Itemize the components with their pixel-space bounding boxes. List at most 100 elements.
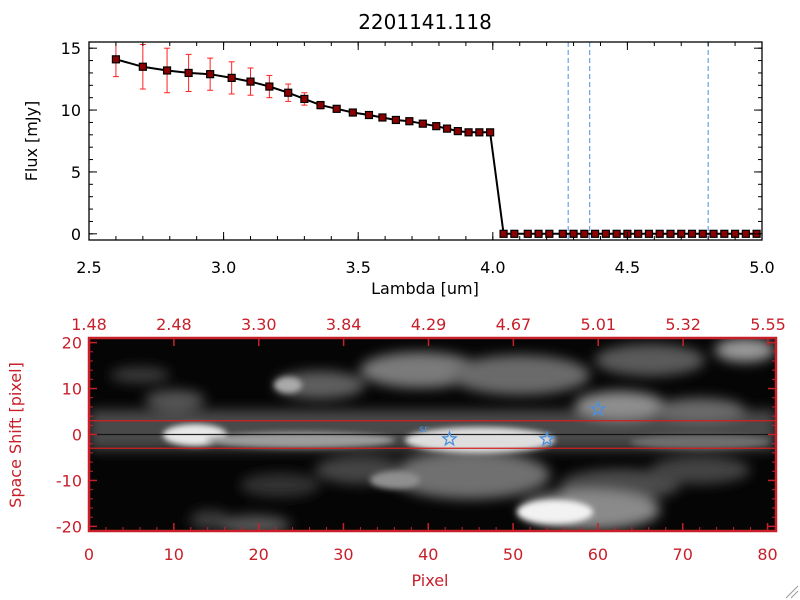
star-marker-icon-2 xyxy=(589,400,607,417)
flux-point-37 xyxy=(644,229,654,238)
flux-y-tick-label-0: 0 xyxy=(71,225,81,244)
flux-point-41 xyxy=(687,229,697,238)
image-top-tick-label-7: 5.32 xyxy=(665,315,701,334)
star-marker-icon-0 xyxy=(441,430,458,447)
flux-y-tick-label-1: 5 xyxy=(71,163,81,182)
flux-point-15 xyxy=(391,115,400,125)
line-markers xyxy=(441,400,607,447)
flux-point-31 xyxy=(580,229,589,238)
image-x-tick-label-5: 50 xyxy=(503,545,523,564)
image-top-tick-label-3: 3.84 xyxy=(326,315,362,334)
flux-point-0 xyxy=(111,55,121,64)
flux-point-17 xyxy=(418,119,427,128)
flux-y-tick-label-3: 15 xyxy=(61,39,81,58)
image-y-tick-label-0: -20 xyxy=(56,517,82,536)
image-y-tick-label-4: 20 xyxy=(62,334,82,353)
image-y-tick-label-3: 10 xyxy=(62,380,82,399)
flux-point-3 xyxy=(184,68,193,78)
image-x-tick-label-0: 0 xyxy=(84,545,94,564)
spectrum-image-panel: sr 0 10 20 30 40 50 60 70 80 1.48 2.48 3.30 3.84 4.2… xyxy=(6,315,786,590)
extraction-lines xyxy=(89,420,776,449)
flux-point-5 xyxy=(227,73,236,82)
image-top-tick-label-1: 2.48 xyxy=(156,315,192,334)
flux-point-46 xyxy=(741,229,750,238)
image-top-wavelength-ticks: 1.48 2.48 3.30 3.84 4.29 4.67 5.01 5.32 5.55 xyxy=(71,315,786,346)
flux-x-tick-label-4: 4.5 xyxy=(615,258,640,277)
flux-plot-frame xyxy=(88,41,763,241)
flux-y-tick-label-2: 10 xyxy=(61,101,81,120)
flux-point-33 xyxy=(601,229,610,238)
image-y-ticks: -20 -10 0 10 20 xyxy=(56,334,776,536)
image-x-tick-label-6: 60 xyxy=(588,545,608,564)
flux-y-axis-label: Flux [mJy] xyxy=(22,101,41,182)
flux-x-ticks: 2.5 3.0 3.5 4.0 4.5 5.0 xyxy=(76,42,775,277)
image-top-tick-label-5: 4.67 xyxy=(496,315,532,334)
flux-point-36 xyxy=(634,229,643,238)
flux-point-14 xyxy=(378,113,387,122)
flux-point-34 xyxy=(612,229,621,238)
image-top-tick-label-4: 4.29 xyxy=(411,315,447,334)
image-y-axis-label: Space Shift [pixel] xyxy=(6,362,25,508)
flux-point-12 xyxy=(348,108,357,117)
image-x-tick-label-1: 10 xyxy=(164,545,184,564)
flux-point-24 xyxy=(499,229,508,238)
flux-point-16 xyxy=(405,117,414,126)
flux-point-23 xyxy=(486,128,495,137)
flux-point-42 xyxy=(698,229,707,238)
flux-line xyxy=(115,58,757,235)
image-top-tick-label-0: 1.48 xyxy=(71,315,107,334)
flux-point-8 xyxy=(284,88,293,97)
flux-point-2 xyxy=(162,66,172,75)
flux-point-4 xyxy=(206,70,215,79)
flux-point-10 xyxy=(316,101,325,110)
flux-point-26 xyxy=(523,229,532,238)
flux-x-axis-label: Lambda [um] xyxy=(371,279,479,298)
star-marker-icon-1 xyxy=(538,430,556,447)
image-top-tick-label-8: 5.55 xyxy=(750,315,786,334)
flux-series xyxy=(111,41,761,238)
flux-point-29 xyxy=(558,229,567,238)
flux-point-39 xyxy=(666,229,675,238)
flux-point-44 xyxy=(720,229,729,238)
image-y-tick-label-1: -10 xyxy=(56,471,82,490)
flux-point-21 xyxy=(464,128,473,137)
flux-x-tick-label-2: 3.5 xyxy=(345,258,370,277)
flux-point-7 xyxy=(265,82,274,91)
flux-point-9 xyxy=(300,94,309,104)
resize-grip-icon[interactable] xyxy=(785,585,799,599)
image-x-ticks: 0 10 20 30 40 50 60 70 80 xyxy=(84,523,778,564)
flux-point-6 xyxy=(246,77,255,86)
image-x-tick-label-4: 40 xyxy=(418,545,438,564)
small-mark-label: sr xyxy=(419,424,429,435)
flux-point-22 xyxy=(475,128,484,137)
image-top-tick-label-2: 3.30 xyxy=(241,315,277,334)
flux-x-tick-label-5: 5.0 xyxy=(749,258,774,277)
flux-point-32 xyxy=(590,229,600,238)
flux-x-tick-label-3: 4.0 xyxy=(480,258,505,277)
flux-chart: 2201141.118 2.5 3.0 3.5 4.0 4.5 5.0 0 5 10 15 La… xyxy=(22,10,775,298)
flux-point-25 xyxy=(510,229,519,238)
heatmap-image xyxy=(89,338,776,531)
flux-point-13 xyxy=(364,110,374,120)
flux-x-tick-label-0: 2.5 xyxy=(76,258,101,277)
image-x-tick-label-8: 80 xyxy=(757,545,777,564)
flux-x-tick-label-1: 3.0 xyxy=(211,258,236,277)
flux-y-ticks: 0 5 10 15 xyxy=(61,39,762,244)
flux-point-18 xyxy=(432,122,441,131)
image-x-tick-label-7: 70 xyxy=(673,545,693,564)
chart-title: 2201141.118 xyxy=(358,10,492,34)
flux-point-38 xyxy=(655,229,664,238)
flux-point-28 xyxy=(545,229,554,238)
flux-vlines xyxy=(503,42,762,240)
flux-point-11 xyxy=(332,104,341,113)
flux-point-1 xyxy=(138,62,147,71)
image-x-axis-label: Pixel xyxy=(411,571,448,590)
flux-point-27 xyxy=(534,229,543,238)
image-top-tick-label-6: 5.01 xyxy=(580,315,616,334)
image-y-tick-label-2: 0 xyxy=(72,426,82,445)
image-x-tick-label-3: 30 xyxy=(333,545,353,564)
flux-point-19 xyxy=(442,124,452,133)
image-x-tick-label-2: 20 xyxy=(248,545,268,564)
flux-point-20 xyxy=(453,126,462,136)
